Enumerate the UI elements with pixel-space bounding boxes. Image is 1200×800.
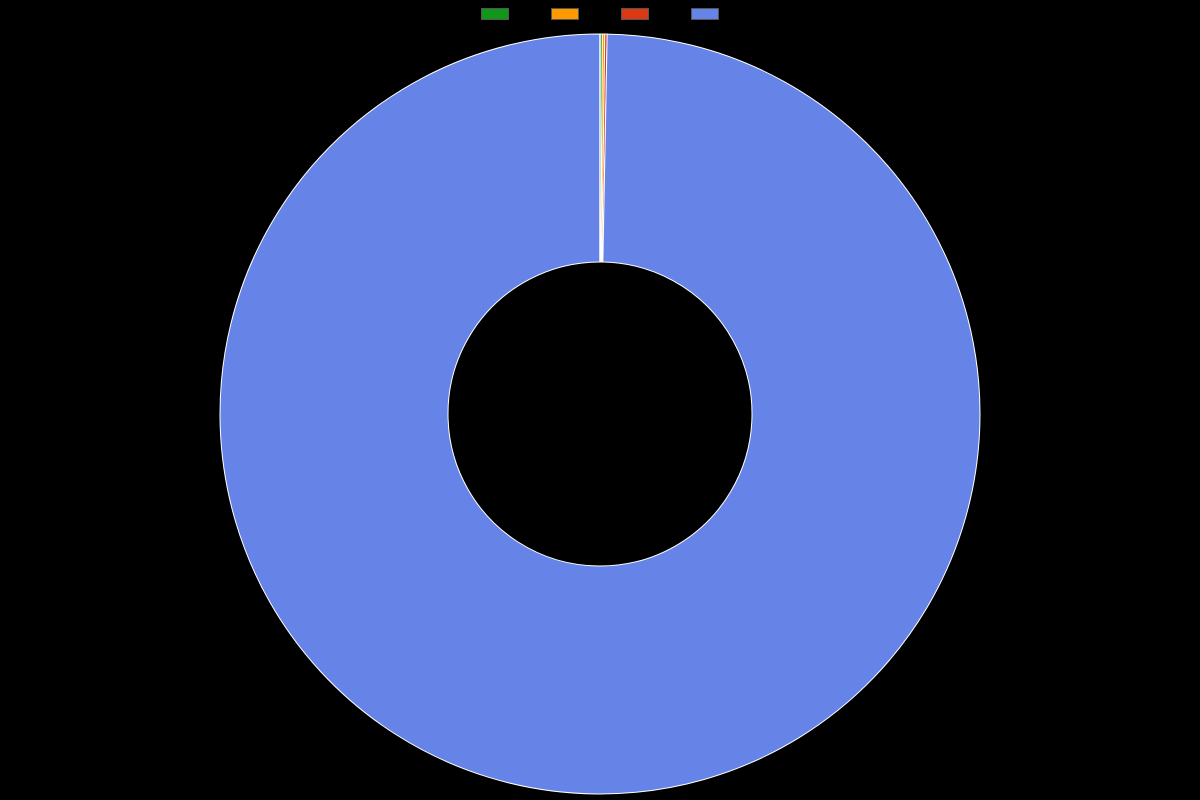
legend-swatch-1 <box>551 8 579 20</box>
legend-swatch-2 <box>621 8 649 20</box>
donut-chart <box>0 28 1200 800</box>
legend-swatch-3 <box>691 8 719 20</box>
legend-item-3[interactable] <box>691 8 719 20</box>
legend-item-1[interactable] <box>551 8 579 20</box>
legend-swatch-0 <box>481 8 509 20</box>
donut-chart-container <box>0 28 1200 800</box>
chart-legend <box>481 8 719 20</box>
legend-item-2[interactable] <box>621 8 649 20</box>
legend-item-0[interactable] <box>481 8 509 20</box>
